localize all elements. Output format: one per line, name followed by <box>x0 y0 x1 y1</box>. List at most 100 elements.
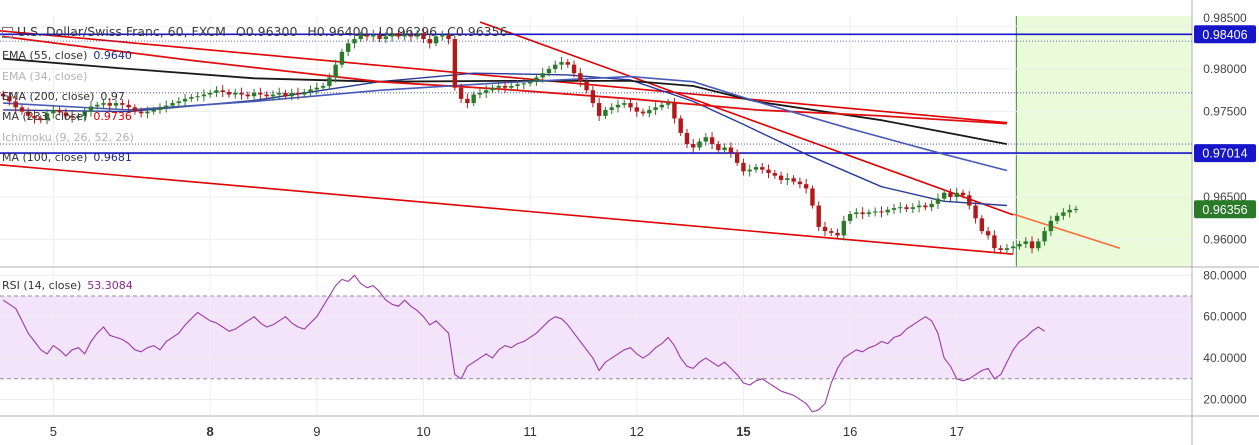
candle-body <box>471 94 476 104</box>
time-tick-label: 9 <box>313 424 320 439</box>
trendline <box>0 29 1007 124</box>
candle-body <box>1067 209 1072 213</box>
candle-body <box>640 111 646 114</box>
candle-body <box>433 36 439 44</box>
candle-body <box>898 207 903 209</box>
candle-body <box>57 109 62 113</box>
candle-body <box>684 132 690 145</box>
candle-body <box>841 220 847 236</box>
legend-label: EMA (55, close) <box>2 49 88 62</box>
candle-body <box>760 167 765 170</box>
candle-body <box>421 33 426 40</box>
candle-body <box>916 205 922 208</box>
legend-value: 0.9640 <box>93 49 132 62</box>
candle-body <box>929 203 934 208</box>
candle-body <box>345 43 351 52</box>
candle-body <box>170 103 175 106</box>
legend-rsi[interactable]: RSI (14, close) 53.3084 <box>2 279 133 292</box>
candle-body <box>283 92 288 97</box>
legend-value: 53.3084 <box>87 279 133 292</box>
candle-body <box>979 218 985 232</box>
candle-body <box>766 169 771 174</box>
candle-body <box>113 103 119 106</box>
legend-ma100[interactable]: MA (100, close) 0.9681 <box>2 151 132 164</box>
candle-body <box>383 36 389 40</box>
legend-ma233[interactable]: MA (233, close) 0.9736 <box>2 110 132 123</box>
candle-body <box>584 81 589 91</box>
candle-body <box>521 83 527 85</box>
future-zone <box>1015 16 1192 267</box>
candle-body <box>233 92 238 95</box>
candle-body <box>76 115 81 118</box>
time-tick-label: 15 <box>736 424 750 439</box>
time-tick-label: 10 <box>416 424 430 439</box>
ma-series-line <box>3 57 1008 145</box>
candle-body <box>647 109 652 114</box>
candle-body <box>452 39 458 88</box>
candle-body <box>1004 248 1010 250</box>
chart-title: U.S. Dollar/Swiss Franc, 60, FXCM <box>17 24 226 39</box>
candle-body <box>19 107 25 112</box>
candle-body <box>728 147 734 153</box>
legend-ema200[interactable]: EMA (200, close) 0.97 <box>2 90 125 103</box>
legend-ichimoku[interactable]: Ichimoku (9, 26, 52, 26) <box>2 131 134 144</box>
candle-body <box>791 178 796 182</box>
candle-body <box>339 51 345 65</box>
candle-body <box>1017 243 1022 247</box>
legend-ema34[interactable]: EMA (34, close) <box>2 70 87 83</box>
candle-body <box>803 184 809 189</box>
candle-body <box>628 103 633 108</box>
candle-body <box>578 73 583 82</box>
candle-body <box>515 84 520 87</box>
candle-body <box>829 231 834 233</box>
legend-label: RSI (14, close) <box>2 279 82 292</box>
legend-value: 0.9681 <box>93 151 132 164</box>
candle-body <box>785 178 790 180</box>
moving-averages <box>2 35 1008 207</box>
candle-body <box>973 205 978 219</box>
candle-body <box>709 137 715 145</box>
forecast-line <box>1012 213 1121 249</box>
candle-body <box>1036 241 1041 249</box>
rsi-tick-label: 60.0000 <box>1203 310 1247 324</box>
ohlc-open: O0.96300 <box>235 24 298 39</box>
legend-ema55[interactable]: EMA (55, close) 0.9640 <box>2 49 132 62</box>
ohlc-close: C0.96356 <box>447 24 508 39</box>
checkbox-icon[interactable] <box>2 27 13 38</box>
candle-body <box>458 87 464 99</box>
horizontal-levels <box>0 33 1192 154</box>
candle-body <box>935 198 941 204</box>
candle-body <box>314 87 320 90</box>
candle-body <box>201 94 207 97</box>
candle-body <box>289 92 294 97</box>
candle-body <box>998 248 1003 250</box>
candle-body <box>63 112 69 116</box>
candle-body <box>1011 246 1016 249</box>
candle-body <box>320 86 326 88</box>
candle-body <box>51 109 56 114</box>
candle-body <box>703 137 708 142</box>
candle-body <box>145 111 150 114</box>
candle-body <box>13 101 18 108</box>
candle-body <box>138 111 144 114</box>
candle-body <box>182 98 188 102</box>
trendline <box>479 21 1014 216</box>
candle-body <box>207 92 213 95</box>
candle-body <box>910 207 916 209</box>
legend-label: MA (233, close) <box>2 110 88 123</box>
rsi-line <box>2 274 1045 413</box>
candle-body <box>195 96 200 98</box>
ma-series-line <box>3 75 1008 172</box>
candle-body <box>553 64 558 69</box>
candle-body <box>810 188 815 206</box>
candle-body <box>753 167 759 170</box>
candle-body <box>722 147 727 151</box>
candle-body <box>107 103 112 106</box>
candle-body <box>333 64 338 78</box>
candle-body <box>164 105 169 108</box>
candle-body <box>132 107 138 112</box>
candle-body <box>923 205 928 208</box>
candle-body <box>672 103 677 119</box>
rsi-tick-label: 20.0000 <box>1203 392 1247 406</box>
